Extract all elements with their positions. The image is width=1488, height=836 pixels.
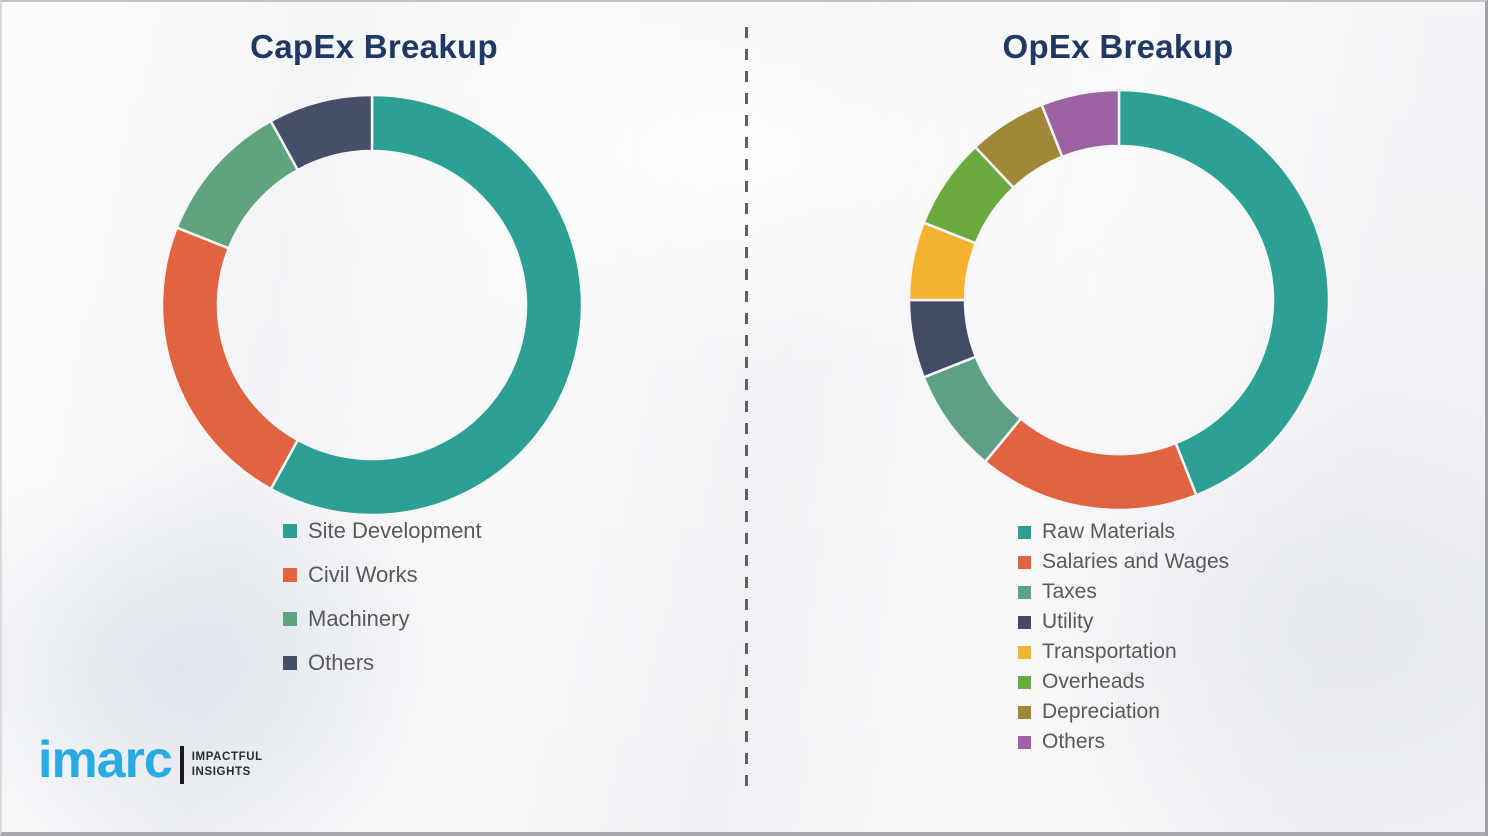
legend-swatch: [1018, 525, 1031, 539]
legend-swatch: [283, 568, 297, 582]
legend-item-overheads: Overheads: [1018, 667, 1229, 697]
capex-donut-chart: [154, 87, 590, 523]
opex-title: OpEx Breakup: [1002, 28, 1234, 65]
legend-item-salaries-and-wages: Salaries and Wages: [1018, 547, 1229, 577]
legend-swatch: [283, 524, 297, 538]
legend-item-utility: Utility: [1018, 607, 1229, 637]
imarc-wordmark: imarc: [38, 731, 173, 789]
donut-segment-civil-works: [160, 226, 300, 491]
legend-label: Salaries and Wages: [1042, 550, 1230, 573]
legend-label: Taxes: [1042, 580, 1097, 603]
donut-segment-others: [269, 93, 374, 172]
legend-label: Depreciation: [1042, 700, 1160, 723]
legend-item-taxes: Taxes: [1018, 577, 1229, 607]
legend-label: Civil Works: [308, 562, 418, 587]
legend-item-machinery: Machinery: [283, 597, 482, 641]
tagline-line-2: INSIGHTS: [191, 766, 251, 778]
legend-label: Utility: [1042, 610, 1094, 633]
donut-svg: [907, 88, 1331, 512]
legend-item-depreciation: Depreciation: [1018, 697, 1229, 727]
donut-svg: [160, 93, 584, 517]
donut-segment-raw-materials: [1117, 88, 1331, 497]
opex-donut-chart: [901, 82, 1337, 518]
legend-swatch: [1018, 555, 1031, 569]
legend-item-site-development: Site Development: [283, 509, 482, 553]
legend-swatch: [283, 656, 297, 670]
tagline-line-1: IMPACTFUL: [191, 751, 263, 764]
legend-item-civil-works: Civil Works: [283, 553, 482, 597]
donut-segment-machinery: [175, 119, 300, 250]
legend-swatch: [1018, 615, 1031, 629]
legend-item-others: Others: [1018, 727, 1229, 757]
donut-segment-others: [1040, 88, 1121, 159]
legend-swatch: [1018, 645, 1031, 659]
legend-label: Raw Materials: [1042, 520, 1176, 543]
legend-swatch: [1018, 585, 1031, 599]
opex-legend: Raw Materials Salaries and Wages Taxes Util…: [1018, 517, 1229, 757]
legend-swatch: [283, 612, 297, 626]
legend-label: Others: [1042, 730, 1106, 753]
legend-swatch: [1018, 705, 1031, 719]
donut-segment-site-development: [269, 93, 584, 517]
legend-item-others: Others: [283, 641, 482, 685]
legend-label: Overheads: [1042, 670, 1145, 693]
imarc-logo: imarc IMPACTFUL INSIGHTS: [38, 734, 263, 786]
legend-item-raw-materials: Raw Materials: [1018, 517, 1229, 547]
logo-divider-bar: [179, 746, 184, 784]
legend-item-transportation: Transportation: [1018, 637, 1229, 667]
legend-label: Transportation: [1042, 640, 1177, 663]
capex-legend: Site Development Civil Works Machinery Othe…: [283, 509, 482, 685]
dashed-divider: [745, 27, 748, 792]
legend-label: Others: [308, 650, 375, 675]
imarc-tagline: IMPACTFUL INSIGHTS: [192, 750, 263, 780]
legend-label: Site Development: [308, 518, 482, 543]
donut-segment-salaries-and-wages: [983, 416, 1198, 512]
legend-label: Machinery: [308, 606, 410, 631]
legend-swatch: [1018, 675, 1031, 689]
legend-swatch: [1018, 735, 1031, 749]
capex-title: CapEx Breakup: [250, 28, 498, 65]
